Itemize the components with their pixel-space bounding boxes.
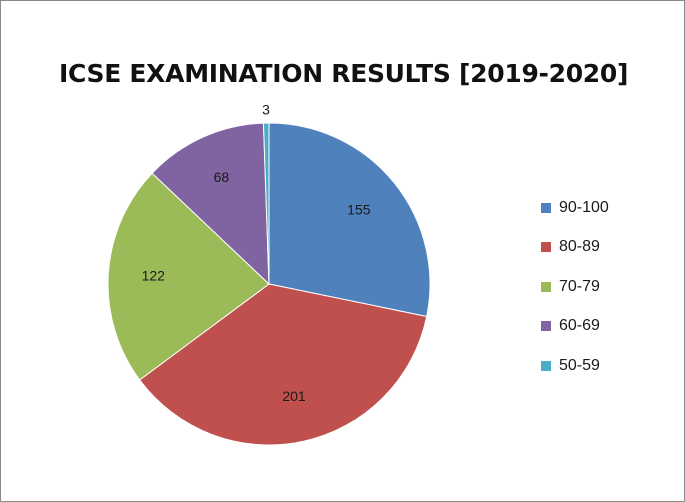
legend-item-70-79: 70-79	[541, 276, 609, 297]
pie-slice-60-69	[151, 122, 270, 286]
chart-title: ICSE EXAMINATION RESULTS [2019-2020]	[59, 59, 629, 88]
pie-slice-70-79	[107, 172, 270, 381]
legend-label: 90-100	[559, 198, 609, 216]
slice-label-80-89: 201	[282, 388, 306, 404]
slice-label-60-69: 68	[214, 169, 230, 185]
legend-swatch	[541, 321, 551, 331]
legend-item-50-59: 50-59	[541, 355, 609, 376]
legend-label: 80-89	[559, 238, 600, 255]
legend-swatch	[541, 242, 551, 252]
legend-swatch	[541, 202, 551, 213]
pie-slice-80-89	[138, 283, 428, 446]
legend-swatch	[541, 281, 551, 292]
legend-item-60-69: 60-69	[541, 316, 609, 337]
slice-label-70-79: 122	[142, 268, 166, 284]
legend-label: 70-79	[559, 277, 600, 295]
legend-item-80-89: 80-89	[541, 237, 609, 258]
legend-item-90-100: 90-100	[541, 197, 609, 218]
legend-swatch	[541, 360, 551, 371]
slice-label-50-59: 3	[262, 102, 270, 118]
pie-slice-90-100	[268, 122, 431, 318]
legend-label: 60-69	[559, 317, 600, 334]
legend-label: 50-59	[559, 356, 600, 374]
slice-label-90-100: 155	[347, 201, 371, 217]
legend: 90-100 80-89 70-79 60-69 50-59	[541, 197, 609, 395]
pie-slice-50-59	[262, 122, 270, 285]
